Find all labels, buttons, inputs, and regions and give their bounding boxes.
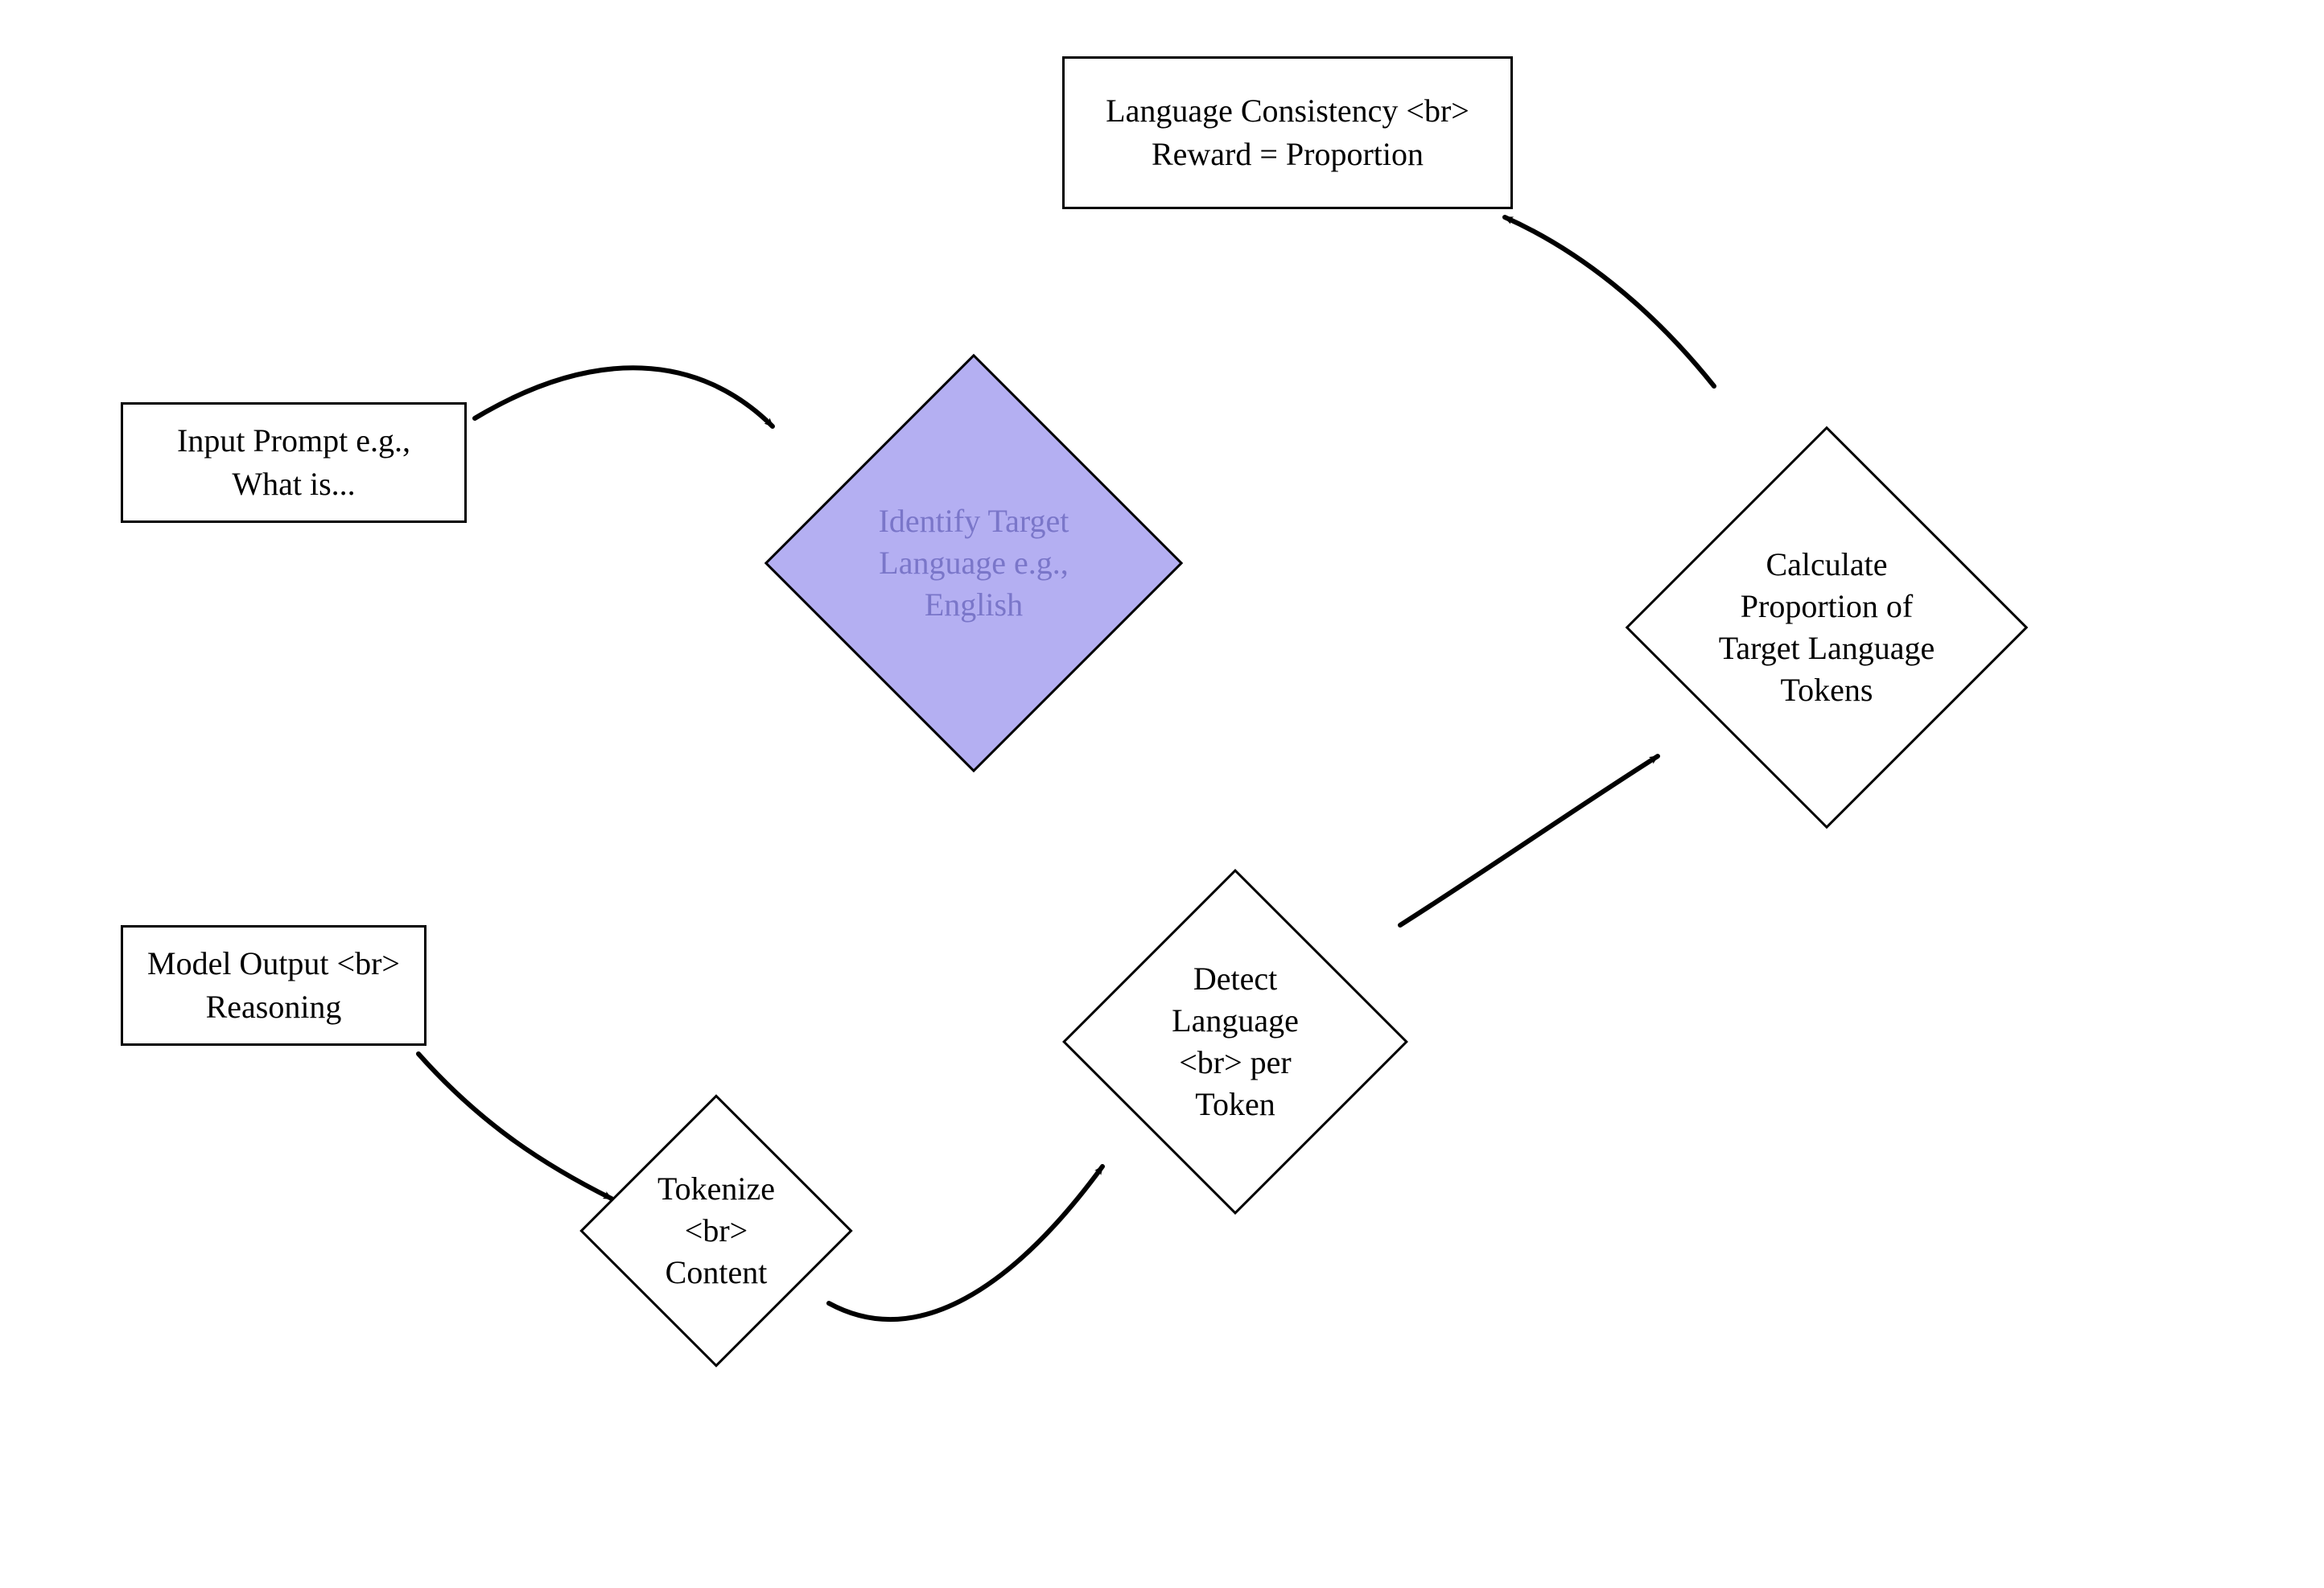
node-label: Input Prompt e.g., What is... [144,419,443,506]
node-label: Calculate Proportion of Target Language … [1694,544,1959,711]
node-input-prompt: Input Prompt e.g., What is... [121,402,467,523]
node-reward: Language Consistency <br> Reward = Propo… [1062,56,1513,209]
node-detect-language: Detect Language <br> per Token [1062,869,1408,1215]
node-model-output: Model Output <br> Reasoning [121,925,426,1046]
node-label: Model Output <br> Reasoning [144,942,403,1029]
edge-input-to-identify [475,368,773,426]
edge-calculate-to-reward [1505,217,1714,386]
node-tokenize: Tokenize <br> Content [579,1094,853,1368]
edge-tokenize-to-detect [829,1166,1102,1319]
node-label: Tokenize <br> Content [632,1168,801,1294]
node-calculate-proportion: Calculate Proportion of Target Language … [1626,426,2028,829]
node-label: Language Consistency <br> Reward = Propo… [1086,89,1490,176]
edge-detect-to-calculate [1400,756,1658,925]
node-label: Detect Language <br> per Token [1123,958,1348,1125]
node-label: Identify Target Language e.g., English [829,500,1119,626]
node-identify-target: Identify Target Language e.g., English [764,354,1183,772]
